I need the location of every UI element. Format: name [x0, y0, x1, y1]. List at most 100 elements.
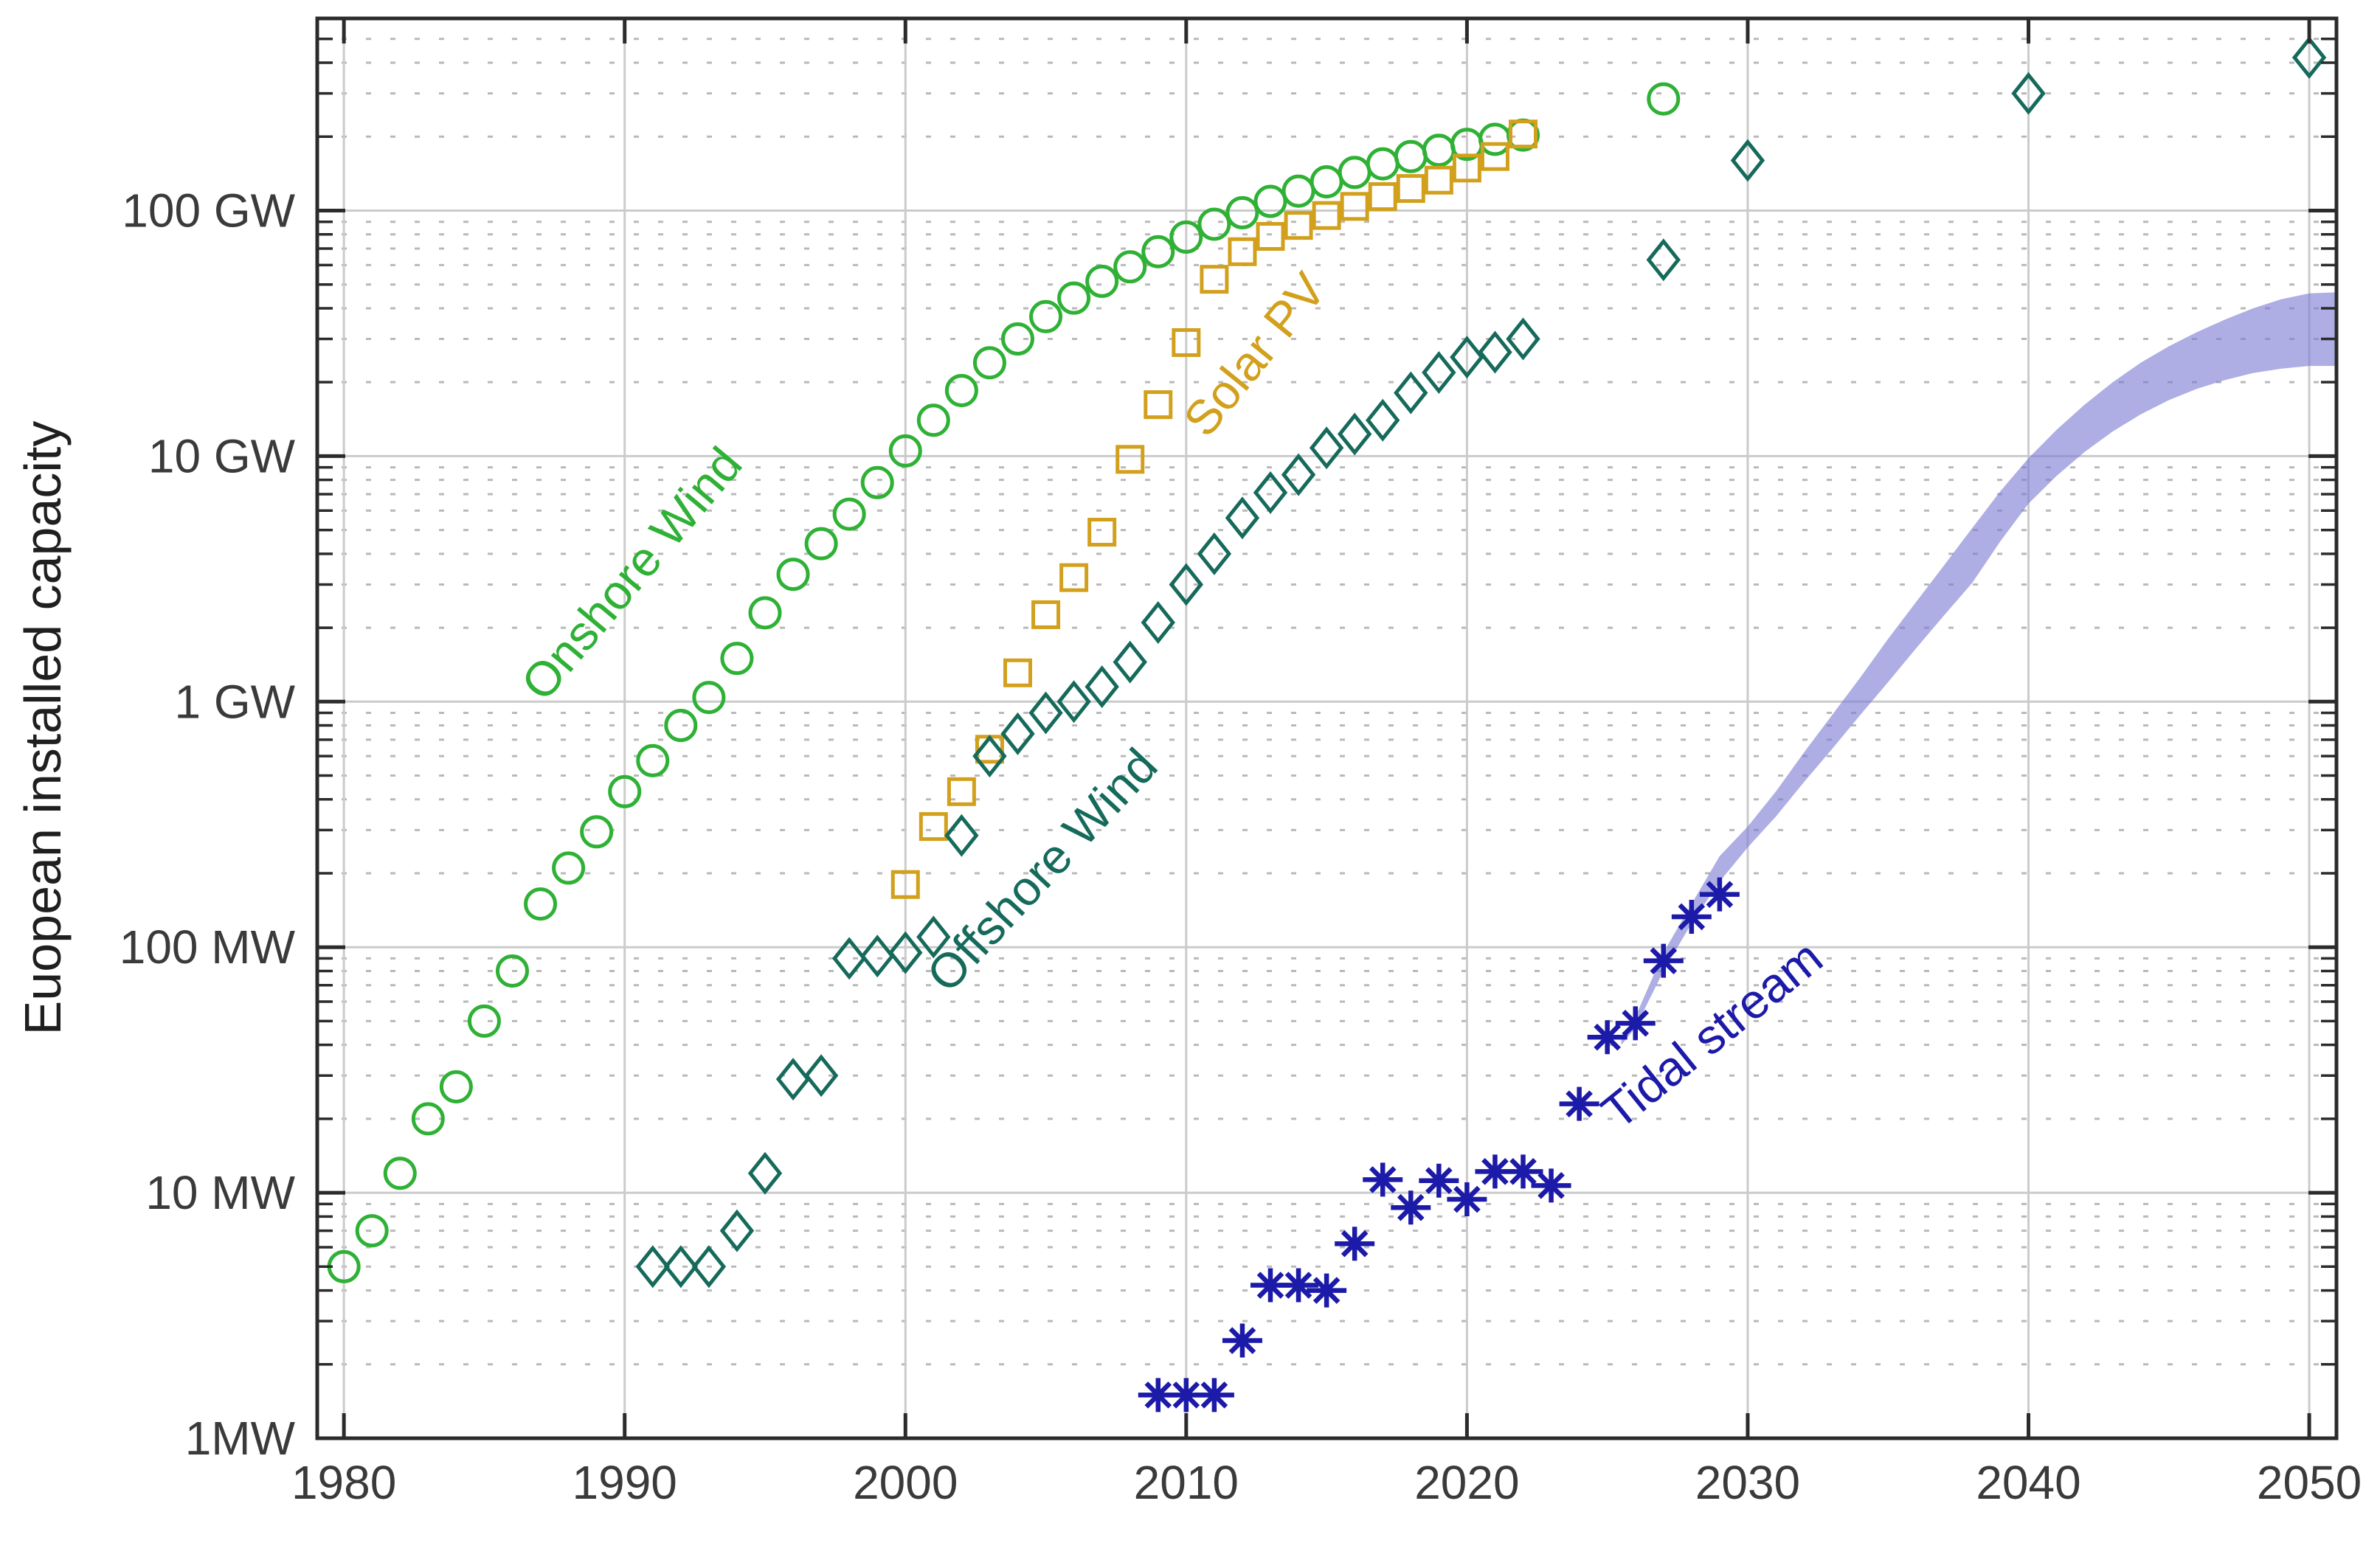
data-point-marker: [1643, 943, 1684, 978]
data-point-marker: [1309, 426, 1344, 470]
data-point-marker: [2291, 36, 2327, 80]
plot-border: [315, 16, 2339, 1440]
data-point-marker: [919, 812, 948, 842]
data-point-marker: [1085, 665, 1119, 709]
data-point-marker: [1253, 471, 1288, 514]
data-point-marker: [1419, 1163, 1459, 1198]
data-point-marker: [467, 1004, 501, 1038]
x-tick-label: 1990: [572, 1456, 677, 1509]
data-point-marker: [1422, 351, 1456, 395]
data-point-marker: [1506, 317, 1540, 361]
data-point-marker: [1480, 142, 1509, 171]
data-point-marker: [1312, 201, 1341, 230]
data-point-marker: [803, 1054, 839, 1098]
data-point-marker: [411, 1102, 445, 1136]
data-point-marker: [1281, 453, 1316, 496]
data-point-marker: [1056, 680, 1091, 724]
x-tick-label: 2040: [1976, 1456, 2080, 1509]
data-point-marker: [1478, 330, 1512, 374]
data-point-marker: [663, 1245, 699, 1289]
data-point-marker: [1450, 336, 1484, 379]
data-point-marker: [972, 346, 1006, 380]
data-point-marker: [1085, 264, 1119, 298]
data-point-marker: [2011, 72, 2046, 115]
grid-major-horizontal: [317, 209, 2336, 1194]
data-point-marker: [1366, 398, 1400, 442]
data-point-marker: [636, 743, 670, 777]
data-point-marker: [1001, 322, 1035, 356]
data-point-marker: [1197, 532, 1232, 575]
axis-ticks: [317, 18, 2336, 1440]
data-point-marker: [1000, 712, 1035, 755]
data-point-marker: [1587, 1020, 1627, 1055]
data-point-marker: [692, 681, 726, 715]
series-onshore-wind: [327, 82, 1681, 1283]
data-point-marker: [1057, 281, 1091, 315]
data-point-marker: [944, 373, 978, 407]
data-point-marker: [1368, 182, 1397, 212]
tidal-projection-band: [1621, 292, 2338, 1045]
data-point-marker: [1615, 1006, 1656, 1041]
data-point-marker: [1169, 220, 1203, 254]
data-point-marker: [720, 642, 754, 676]
data-point-marker: [1284, 211, 1313, 240]
data-point-marker: [1503, 1154, 1543, 1189]
data-point-marker: [1396, 174, 1425, 204]
data-point-marker: [860, 465, 894, 499]
data-point-marker: [608, 774, 642, 808]
x-tick-label: 2020: [1414, 1456, 1519, 1509]
data-point-marker: [355, 1214, 389, 1248]
data-point-marker: [1279, 1268, 1319, 1303]
data-point-marker: [1363, 1162, 1403, 1197]
data-point-marker: [888, 931, 923, 974]
data-point-marker: [1144, 390, 1173, 420]
data-point-marker: [1166, 1378, 1206, 1412]
y-tick-labels: 1MW 10 MW 100 MW 1 GW 10 GW 100 GW: [120, 184, 296, 1465]
series-tidal-stream: [1138, 877, 1740, 1412]
data-point-marker: [1225, 496, 1260, 540]
data-point-marker: [1531, 1168, 1571, 1203]
data-point-marker: [1029, 299, 1063, 333]
data-point-marker: [552, 851, 586, 885]
data-point-marker: [1447, 1182, 1487, 1217]
data-point-marker: [1509, 119, 1538, 149]
data-point-marker: [1337, 412, 1372, 456]
data-point-marker: [664, 709, 698, 743]
data-point-marker: [1394, 371, 1428, 415]
x-tick-label: 2050: [2257, 1456, 2362, 1509]
series-offshore-wind: [635, 36, 2327, 1289]
data-point-marker: [888, 434, 922, 468]
data-point-marker: [1222, 1323, 1262, 1358]
data-point-marker: [916, 915, 951, 959]
data-point-marker: [1307, 1273, 1347, 1308]
data-point-marker: [1424, 165, 1453, 195]
y-tick-label: 1 GW: [174, 675, 295, 728]
data-point-marker: [439, 1069, 473, 1103]
data-point-marker: [1172, 327, 1201, 357]
data-point-marker: [1115, 445, 1145, 474]
data-point-marker: [1087, 518, 1117, 547]
data-point-marker: [1031, 600, 1061, 629]
data-point-marker: [1647, 82, 1681, 116]
y-tick-label: 100 GW: [122, 184, 295, 237]
x-tick-label: 2000: [853, 1456, 958, 1509]
data-point-marker: [1138, 1378, 1178, 1412]
data-point-marker: [1335, 1227, 1375, 1261]
y-axis-title: Euopean installed capacity: [14, 420, 72, 1036]
series-solar-pv: [890, 119, 1538, 899]
data-point-marker: [1699, 877, 1740, 912]
data-point-marker: [972, 735, 1007, 778]
data-point-marker: [775, 1058, 811, 1101]
data-point-marker: [635, 1245, 670, 1289]
data-point-marker: [1197, 207, 1231, 241]
x-tick-label: 2010: [1134, 1456, 1239, 1509]
data-point-marker: [947, 777, 976, 806]
data-point-marker: [383, 1157, 417, 1190]
data-point-marker: [691, 1245, 727, 1289]
data-point-marker: [1559, 1086, 1599, 1121]
y-tick-label: 10 GW: [148, 429, 296, 482]
x-tick-labels: 1980 1990 2000 2010 2020 2030 2040 2050: [291, 1456, 2362, 1509]
data-point-marker: [748, 596, 782, 630]
x-tick-label: 1980: [291, 1456, 396, 1509]
